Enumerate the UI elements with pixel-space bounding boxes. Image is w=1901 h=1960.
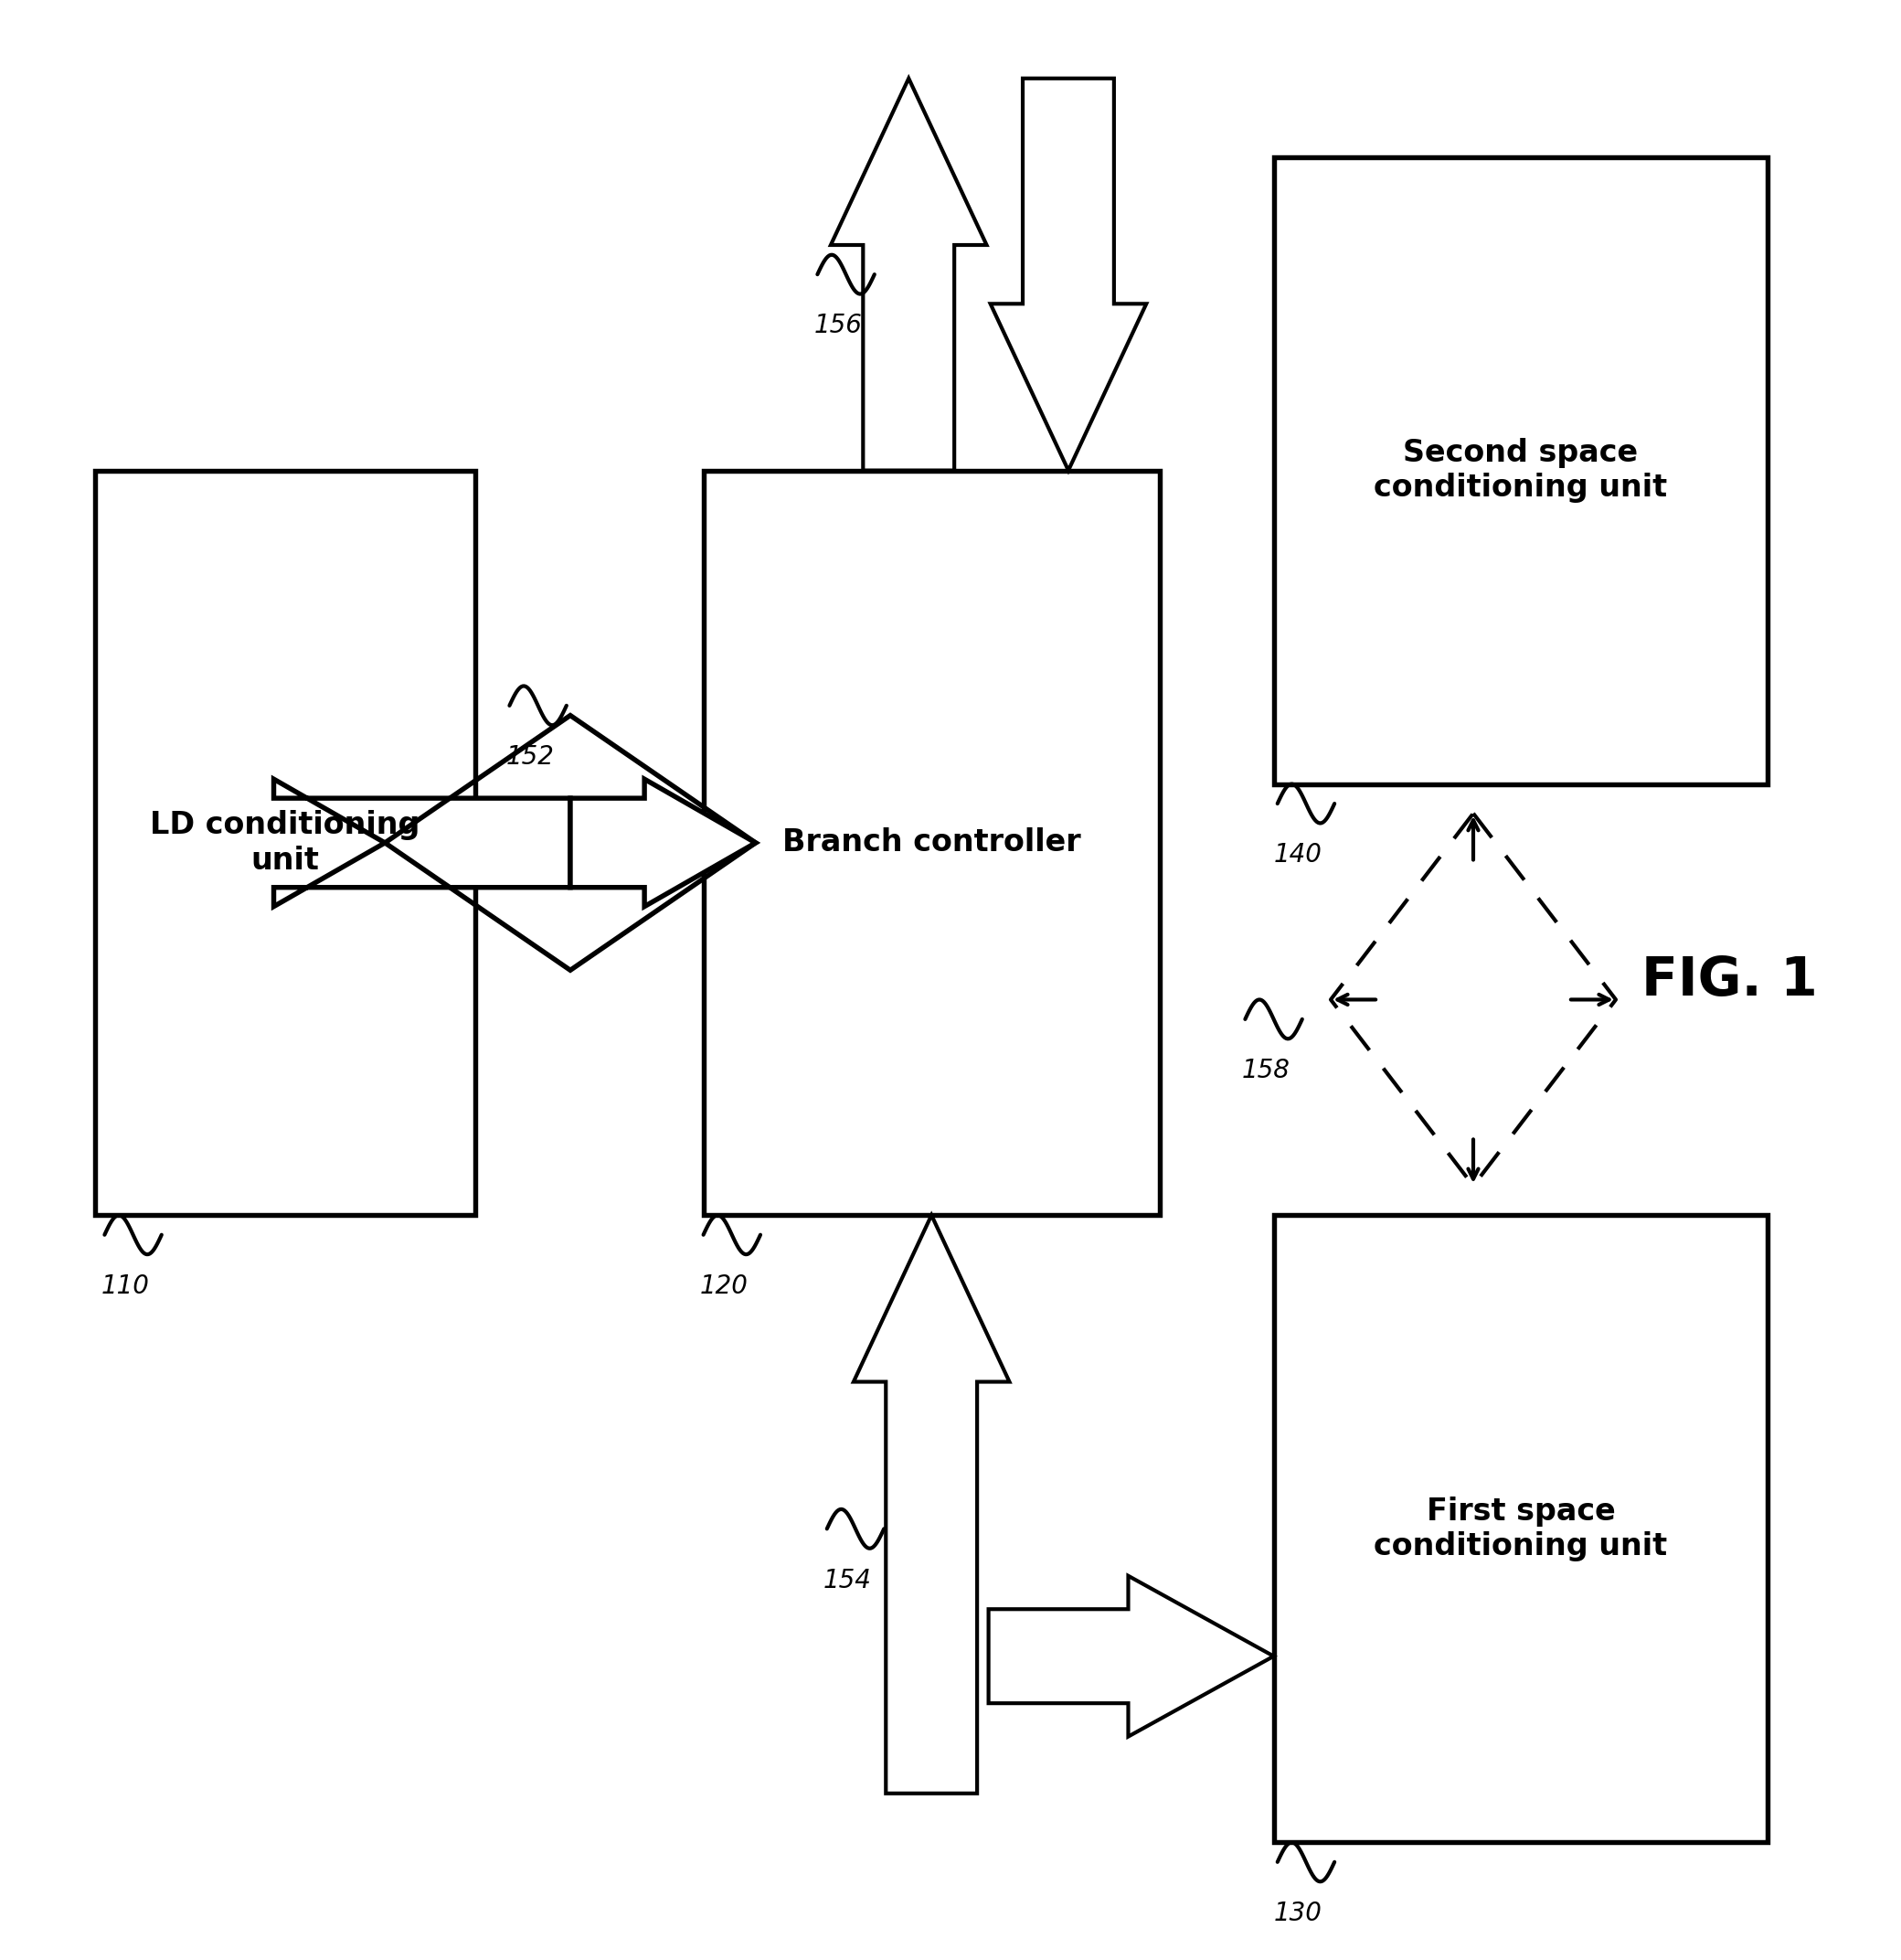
Text: 154: 154 [823,1568,871,1593]
Polygon shape [570,780,757,906]
FancyBboxPatch shape [1274,1215,1768,1842]
Polygon shape [854,1215,1009,1793]
Text: 152: 152 [506,745,553,770]
Polygon shape [990,78,1146,470]
Text: Second space
conditioning unit: Second space conditioning unit [1374,437,1667,504]
FancyBboxPatch shape [95,470,475,1215]
Text: FIG. 1: FIG. 1 [1642,955,1817,1005]
Text: 158: 158 [1241,1058,1289,1084]
Text: 120: 120 [700,1274,747,1299]
Polygon shape [274,780,570,906]
Text: 110: 110 [101,1274,148,1299]
Text: LD conditioning
unit: LD conditioning unit [150,809,420,876]
Text: 156: 156 [814,314,861,339]
Polygon shape [831,78,987,470]
FancyBboxPatch shape [703,470,1160,1215]
Text: 140: 140 [1274,843,1321,868]
Text: Branch controller: Branch controller [781,827,1082,858]
Text: 130: 130 [1274,1901,1321,1927]
Polygon shape [989,1576,1274,1737]
Text: First space
conditioning unit: First space conditioning unit [1374,1495,1667,1562]
FancyBboxPatch shape [1274,157,1768,784]
